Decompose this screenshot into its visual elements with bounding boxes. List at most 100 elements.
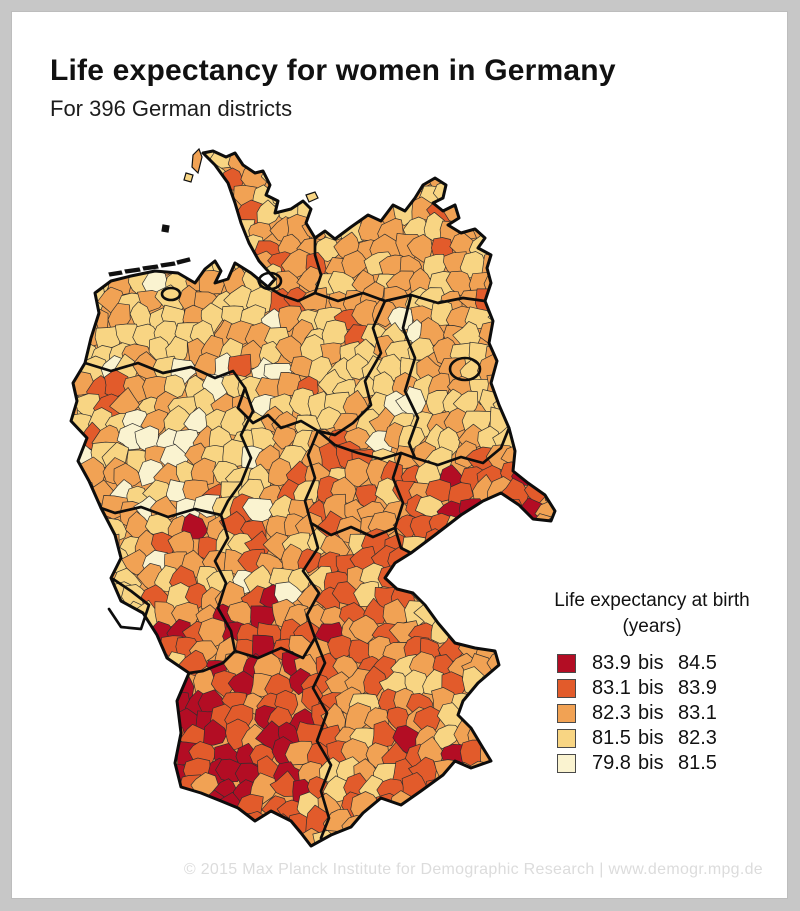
- district-cell: [262, 151, 292, 155]
- district-cell: [268, 844, 300, 846]
- district-cell: [212, 812, 240, 838]
- district-cell: [202, 719, 228, 747]
- district-cell: [344, 457, 373, 488]
- island-frisian-4: [160, 261, 176, 268]
- legend-label-sep: bis: [638, 727, 664, 750]
- district-cell: [505, 268, 536, 291]
- legend-swatch: [557, 754, 576, 774]
- germany-outline: [69, 149, 557, 848]
- district-cell: [122, 721, 155, 752]
- district-cell: [491, 601, 521, 626]
- legend-row-1: 83.1 bis 83.9: [527, 676, 777, 701]
- district-cell: [522, 151, 551, 155]
- district-cell: [224, 827, 249, 846]
- district-cell: [516, 353, 541, 384]
- district-cell: [71, 684, 95, 717]
- legend-swatch: [557, 704, 576, 724]
- district-cell: [194, 216, 218, 243]
- district-cell: [319, 199, 342, 229]
- district-cell: [397, 814, 422, 843]
- district-cell: [351, 151, 376, 161]
- legend-label-from: 82.3: [592, 702, 631, 725]
- district-cell: [496, 774, 524, 804]
- district-cell: [91, 633, 125, 663]
- district-cell: [560, 793, 566, 818]
- district-cell: [537, 460, 555, 491]
- district-cell: [321, 151, 351, 176]
- district-cell: [388, 151, 417, 154]
- state-border: [313, 291, 487, 305]
- district-cell: [487, 791, 516, 822]
- district-cell: [341, 847, 371, 852]
- district-cell: [102, 162, 133, 191]
- district-cell: [119, 181, 148, 209]
- district-cell: [274, 167, 307, 194]
- district-cell: [556, 463, 566, 490]
- district-cell: [549, 213, 555, 243]
- district-cell: [342, 181, 369, 213]
- legend-label-sep: bis: [638, 677, 664, 700]
- district-cell: [92, 151, 124, 173]
- district-cell: [71, 322, 87, 349]
- district-cell: [82, 586, 112, 616]
- district-cell: [166, 791, 189, 818]
- district-cell: [500, 723, 529, 747]
- district-cell: [71, 286, 83, 316]
- legend-row-2: 82.3 bis 83.1: [527, 701, 777, 726]
- district-cell: [500, 288, 528, 316]
- district-cell: [219, 232, 247, 259]
- district-cell: [442, 811, 473, 838]
- district-cell: [76, 182, 107, 210]
- district-cell: [85, 720, 114, 748]
- district-cell: [96, 182, 126, 208]
- district-cell: [71, 267, 94, 293]
- district-cell: [444, 554, 474, 577]
- district-cell: [402, 563, 427, 591]
- legend-title-line2: (years): [622, 615, 682, 637]
- district-cell: [547, 336, 555, 363]
- district-cell: [138, 776, 168, 808]
- island-fehmarn: [305, 191, 319, 203]
- state-border: [99, 505, 223, 519]
- district-cell: [543, 552, 555, 575]
- district-cell: [190, 182, 215, 207]
- district-cell: [475, 606, 504, 633]
- district-cell: [133, 151, 161, 177]
- district-cell: [204, 217, 234, 243]
- district-cell: [532, 426, 555, 457]
- map-container: [63, 143, 566, 852]
- district-cell: [459, 151, 486, 171]
- district-cell: [108, 202, 132, 224]
- district-cell: [89, 690, 115, 717]
- district-cell: [524, 307, 549, 333]
- district-cell: [75, 216, 105, 243]
- district-cell: [536, 809, 555, 838]
- district-cell: [563, 270, 566, 300]
- district-cell: [104, 650, 134, 675]
- district-cell: [71, 791, 96, 821]
- district-cell: [516, 814, 539, 841]
- district-cell: [71, 705, 89, 733]
- district-cell: [71, 638, 85, 663]
- district-cell: [71, 599, 85, 629]
- district-cell: [71, 763, 73, 792]
- island-frisian-3: [142, 264, 159, 271]
- legend-swatch: [557, 679, 576, 699]
- legend-label-sep: bis: [638, 652, 664, 675]
- district-cell: [71, 829, 74, 846]
- district-cell: [71, 616, 75, 643]
- district-cell: [157, 151, 188, 158]
- legend-row-0: 83.9 bis 84.5: [527, 651, 777, 676]
- district-cell: [63, 851, 84, 852]
- district-cell: [82, 779, 110, 810]
- district-cell: [520, 203, 547, 228]
- district-cell: [526, 791, 555, 819]
- district-cell: [105, 829, 132, 846]
- district-cell: [545, 444, 555, 466]
- island-foehr: [183, 172, 194, 183]
- district-cell: [98, 849, 129, 853]
- district-cell: [543, 195, 555, 223]
- district-cell: [150, 776, 179, 800]
- district-cell: [84, 151, 112, 153]
- district-cell: [71, 202, 78, 229]
